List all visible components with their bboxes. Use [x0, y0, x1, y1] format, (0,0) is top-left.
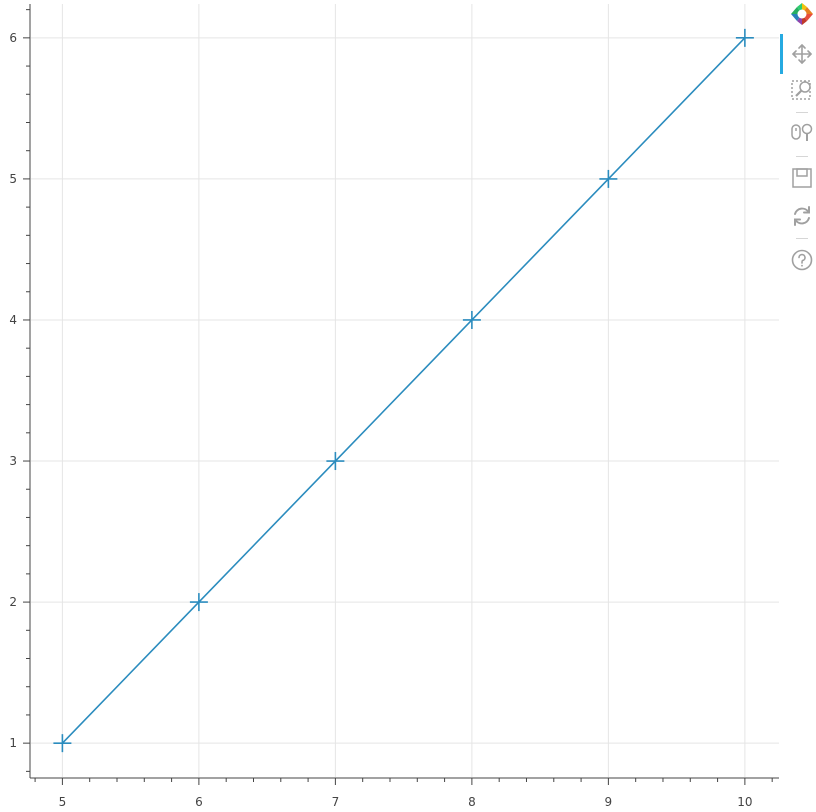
x-tick-label: 7 [332, 795, 340, 809]
toolbar-divider [796, 238, 808, 239]
cross-marker [462, 310, 481, 329]
reset-icon[interactable] [786, 202, 816, 230]
x-tick-label: 6 [195, 795, 203, 809]
toolbar-divider [796, 156, 808, 157]
series-line [61, 37, 746, 744]
x-tick-label: 5 [59, 795, 67, 809]
x-tick-label: 10 [737, 795, 752, 809]
toolbar-divider [796, 112, 808, 113]
y-tick-label: 2 [9, 595, 17, 609]
y-tick-label: 3 [9, 454, 17, 468]
line-plot[interactable]: 5 6 7 8 9 10 1 2 3 4 5 6 [0, 0, 780, 812]
axis-ticks: 5 6 7 8 9 10 1 2 3 4 5 6 [9, 9, 773, 809]
toolbar [780, 0, 816, 280]
cross-marker [53, 734, 72, 753]
box-zoom-icon[interactable] [786, 76, 816, 104]
bokeh-logo-icon[interactable] [786, 0, 816, 28]
help-icon[interactable] [786, 246, 816, 274]
y-tick-label: 6 [9, 31, 17, 45]
grid-lines [31, 4, 779, 777]
wheel-zoom-icon[interactable] [786, 118, 816, 146]
x-tick-label: 9 [605, 795, 613, 809]
cross-marker [599, 169, 618, 188]
cross-marker [326, 452, 345, 471]
active-tool-indicator [780, 34, 783, 74]
x-tick-label: 8 [468, 795, 476, 809]
axes [29, 4, 779, 779]
series-layer [53, 28, 754, 753]
pan-icon[interactable] [786, 40, 816, 68]
save-icon[interactable] [786, 164, 816, 192]
cross-marker [189, 593, 208, 612]
y-tick-label: 5 [9, 172, 17, 186]
y-tick-label: 4 [9, 313, 17, 327]
cross-marker [735, 28, 754, 47]
y-tick-label: 1 [9, 736, 17, 750]
